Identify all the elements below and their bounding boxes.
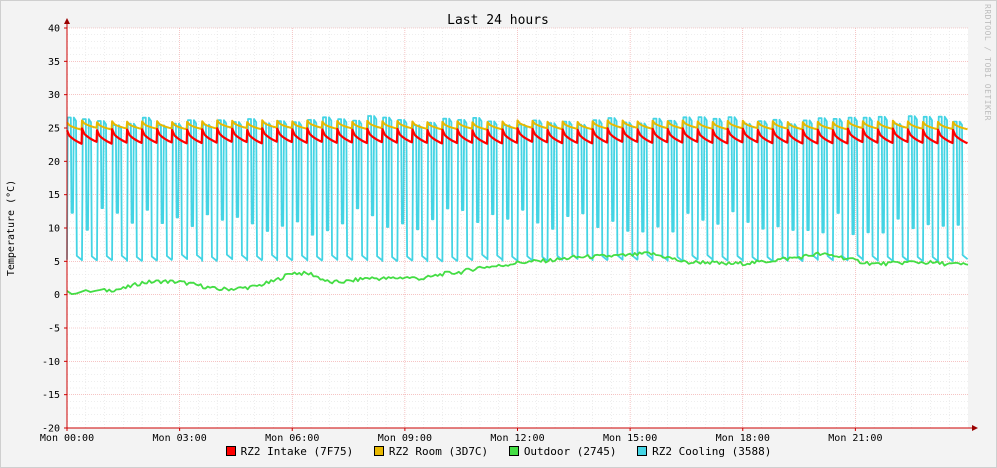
y-tick-label: 5: [54, 257, 60, 268]
chart-title: Last 24 hours: [447, 13, 549, 28]
y-tick-label: 0: [54, 290, 60, 301]
axes: [64, 18, 978, 431]
y-tick-label: 10: [48, 224, 60, 235]
x-tick-label: Mon 12:00: [490, 433, 544, 444]
x-tick-label: Mon 06:00: [265, 433, 319, 444]
legend-label-room: RZ2 Room (3D7C): [388, 445, 489, 458]
y-tick-label: 15: [48, 190, 60, 201]
y-tick-label: 25: [48, 124, 60, 135]
series-layer: [65, 115, 969, 295]
x-tick-label: Mon 00:00: [40, 433, 94, 444]
series-line-intake: [65, 127, 968, 145]
legend: RZ2 Intake (7F75) RZ2 Room (3D7C) Outdoo…: [0, 445, 997, 458]
series-line-room: [66, 119, 968, 131]
y-tick-label: 40: [48, 24, 60, 35]
x-tick-label: Mon 03:00: [153, 433, 207, 444]
legend-item-cooling: RZ2 Cooling (3588): [637, 445, 771, 458]
x-tick-label: Mon 18:00: [716, 433, 770, 444]
y-tick-label: -15: [42, 390, 60, 401]
legend-swatch-cooling: [637, 446, 648, 456]
series-line-outdoor: [66, 251, 969, 295]
y-axis-label: Temperature (°C): [6, 180, 17, 276]
y-axis-arrow: [64, 18, 70, 24]
legend-item-room: RZ2 Room (3D7C): [373, 445, 489, 458]
legend-swatch-outdoor: [508, 446, 519, 456]
watermark: RRDTOOL / TOBI OETIKER: [983, 4, 992, 121]
legend-label-intake: RZ2 Intake (7F75): [240, 445, 354, 458]
legend-item-outdoor: Outdoor (2745): [508, 445, 617, 458]
legend-swatch-room: [373, 446, 384, 456]
y-tick-label: -5: [48, 324, 60, 335]
x-tick-label: Mon 15:00: [603, 433, 657, 444]
y-tick-label: 35: [48, 57, 60, 68]
x-tick-label: Mon 09:00: [378, 433, 432, 444]
x-axis-arrow: [972, 425, 978, 431]
y-tick-label: -10: [42, 357, 60, 368]
legend-label-cooling: RZ2 Cooling (3588): [652, 445, 772, 458]
legend-item-intake: RZ2 Intake (7F75): [225, 445, 354, 458]
x-tick-label: Mon 21:00: [828, 433, 882, 444]
y-tick-label: 20: [48, 157, 60, 168]
legend-swatch-intake: [225, 446, 236, 456]
legend-label-outdoor: Outdoor (2745): [523, 445, 617, 458]
y-tick-label: 30: [48, 90, 60, 101]
y-tick-label: -20: [42, 424, 60, 435]
